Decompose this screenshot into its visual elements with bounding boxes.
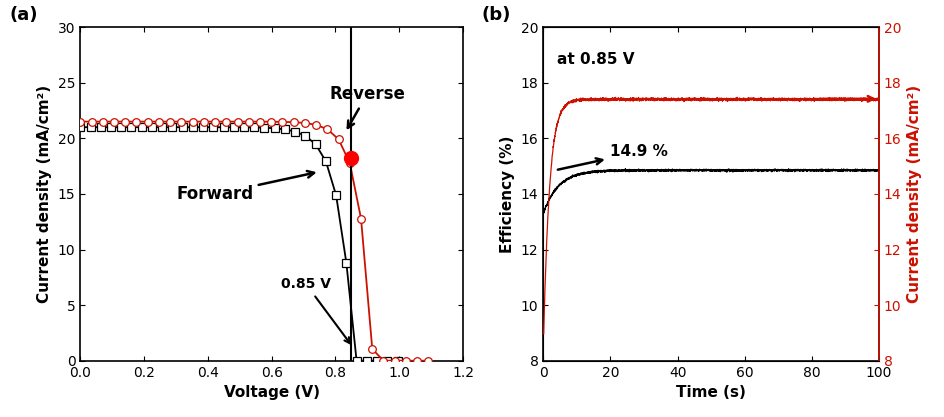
Text: 0.85 V: 0.85 V	[281, 277, 349, 343]
Text: at 0.85 V: at 0.85 V	[556, 52, 633, 67]
Text: (b): (b)	[480, 6, 510, 24]
Text: (a): (a)	[9, 6, 38, 24]
Y-axis label: Current density (mA/cm²): Current density (mA/cm²)	[906, 85, 921, 303]
X-axis label: Voltage (V): Voltage (V)	[224, 385, 319, 400]
X-axis label: Time (s): Time (s)	[676, 385, 745, 400]
Text: 14.9 %: 14.9 %	[557, 144, 667, 170]
Y-axis label: Current density (mA/cm²): Current density (mA/cm²)	[37, 85, 52, 303]
Text: Reverse: Reverse	[329, 85, 405, 128]
Text: Forward: Forward	[176, 171, 313, 203]
Y-axis label: Efficiency (%): Efficiency (%)	[499, 135, 514, 253]
